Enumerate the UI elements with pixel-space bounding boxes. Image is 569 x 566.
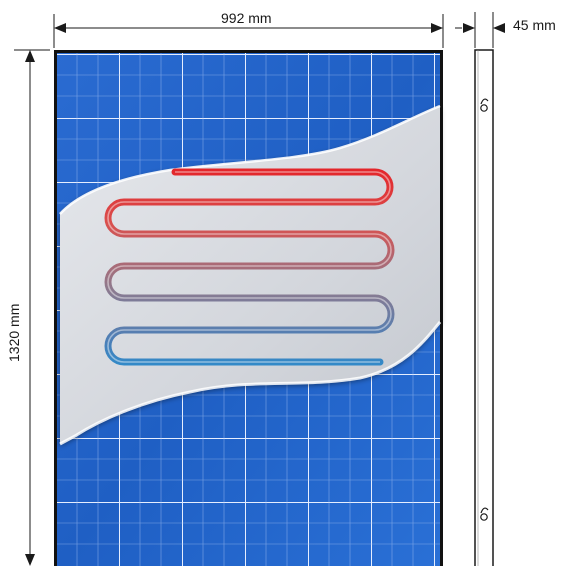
dimension-arrow-icon: [54, 23, 66, 33]
height-dimension: [14, 49, 50, 566]
height-dimension-label: 1320 mm: [6, 303, 22, 362]
mounting-hook-icon: [480, 98, 489, 112]
dimension-arrow-icon: [493, 23, 505, 33]
depth-dimension: [455, 12, 505, 48]
dimension-arrow-icon: [463, 23, 475, 33]
depth-dimension-label: 45 mm: [513, 17, 556, 33]
dimension-arrow-icon: [25, 554, 35, 566]
dimension-arrow-icon: [431, 23, 443, 33]
width-dimension: [53, 14, 444, 48]
width-dimension-label: 992 mm: [221, 10, 272, 26]
panel-side-view: [474, 49, 494, 566]
dimension-arrow-icon: [25, 50, 35, 62]
serpentine-pipe-tube: [104, 168, 395, 366]
panel-front-view: [54, 50, 443, 566]
serpentine-pipe-highlight: [107, 171, 392, 363]
mounting-hook-icon: [480, 507, 489, 521]
